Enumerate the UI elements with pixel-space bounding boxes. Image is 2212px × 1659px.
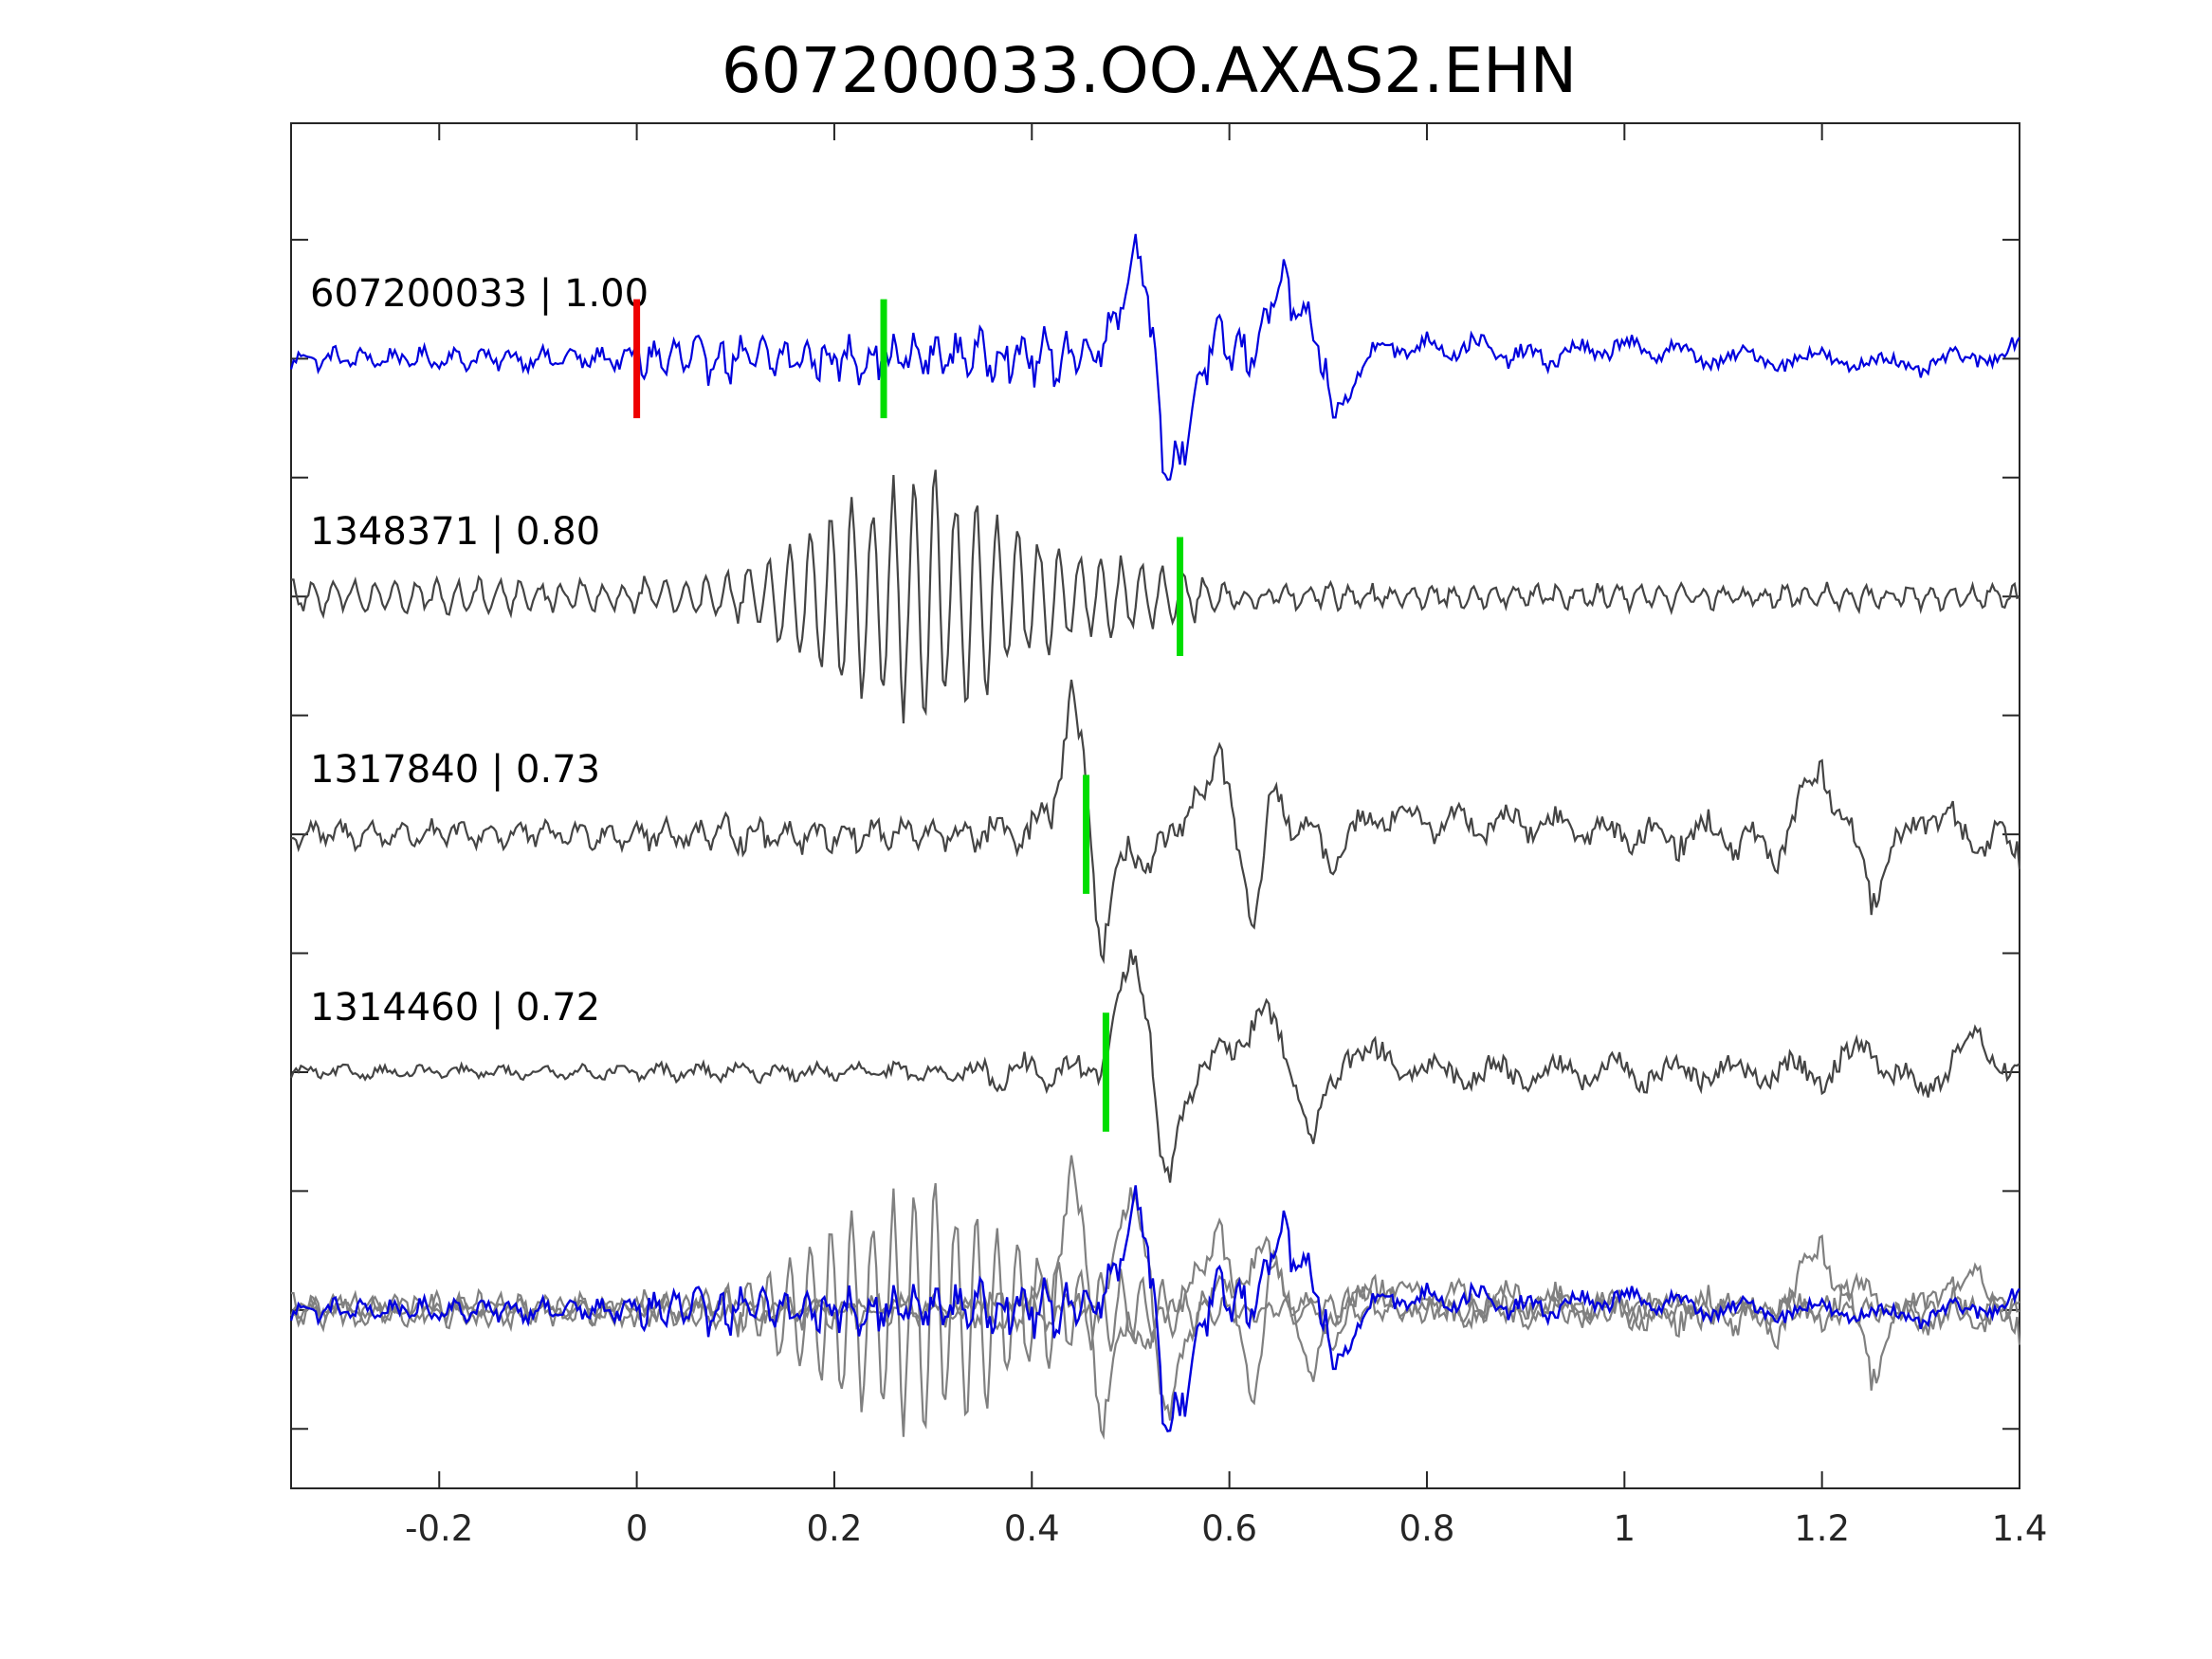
plot-area: -0.2 0 0.2 0.4 0.6 0.8 1 1.2 1.4 607200033 | 1.00… [289, 122, 2048, 1549]
axes-box [290, 122, 2020, 1489]
trace-label: 1348371 | 0.80 [310, 510, 600, 554]
master-trace [289, 233, 2020, 482]
x-tick-label: 0 [626, 1508, 649, 1549]
x-tick-label: 1.2 [1794, 1508, 1850, 1549]
x-tick-label: 1 [1614, 1508, 1636, 1549]
chart-title: 607200033.OO.AXAS2.EHN [722, 34, 1577, 107]
x-tick-label: 0.8 [1399, 1508, 1455, 1549]
trace-label: 1317840 | 0.73 [310, 748, 600, 792]
trace-line [290, 679, 2021, 965]
trace-line [290, 469, 2020, 724]
x-tick-label: 0.6 [1201, 1508, 1257, 1549]
x-tick-label: 0.2 [807, 1508, 863, 1549]
x-tick-label: -0.2 [405, 1508, 473, 1549]
trace-label: 607200033 | 1.00 [310, 272, 649, 316]
overlay-trace [290, 1183, 2020, 1437]
overlay-master-trace [289, 1185, 2021, 1432]
trace-line [289, 949, 2020, 1183]
x-tick-label: 0.4 [1004, 1508, 1060, 1549]
trace-label: 1314460 | 0.72 [310, 986, 600, 1030]
x-tick-label: 1.4 [1992, 1508, 2048, 1549]
